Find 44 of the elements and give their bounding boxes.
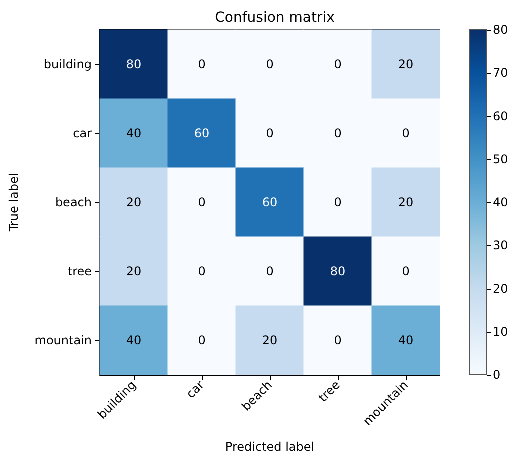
y-tick-label: mountain [34, 334, 92, 348]
data-label: 20 [398, 196, 414, 210]
y-tick-label: tree [68, 264, 92, 278]
data-label: 20 [262, 334, 278, 348]
data-label: 20 [126, 196, 142, 210]
data-label: 40 [126, 334, 142, 348]
data-label: 0 [334, 58, 342, 72]
data-label: 60 [194, 126, 210, 140]
data-label: 0 [334, 126, 342, 140]
data-label: 20 [126, 264, 142, 278]
data-label: 80 [126, 58, 142, 72]
data-label: 0 [266, 126, 274, 140]
data-label: 40 [126, 126, 142, 140]
data-label: 40 [398, 334, 414, 348]
data-label: 0 [266, 264, 274, 278]
y-axis-title: True label [7, 173, 21, 233]
data-label: 0 [402, 264, 410, 278]
color-bar-label: 40 [493, 196, 508, 210]
color-bar-label: 20 [493, 282, 508, 296]
data-label: 0 [198, 58, 206, 72]
y-tick-label: car [73, 126, 92, 140]
data-label: 0 [334, 334, 342, 348]
data-label: 0 [334, 196, 342, 210]
color-bar-label: 70 [493, 66, 508, 80]
data-label: 80 [330, 264, 346, 278]
x-axis-title: Predicted label [225, 440, 315, 454]
color-bar-label: 50 [493, 152, 508, 166]
chart-title: Confusion matrix [215, 10, 335, 26]
data-label: 0 [198, 196, 206, 210]
data-label: 20 [398, 58, 414, 72]
color-bar-label: 30 [493, 238, 508, 253]
data-label: 0 [266, 58, 274, 72]
color-bar-label: 80 [493, 23, 508, 37]
data-label: 60 [262, 196, 278, 210]
color-bar-label: 0 [493, 368, 501, 382]
data-label: 0 [402, 126, 410, 140]
data-label: 0 [198, 334, 206, 348]
x-tick-label: car [184, 378, 207, 402]
y-tick-label: building [44, 58, 92, 72]
y-tick-label: beach [55, 196, 92, 210]
data-label: 0 [198, 264, 206, 278]
x-tick-label: tree [316, 378, 343, 405]
color-bar-label: 60 [493, 109, 508, 124]
color-bar-label: 10 [493, 324, 508, 339]
